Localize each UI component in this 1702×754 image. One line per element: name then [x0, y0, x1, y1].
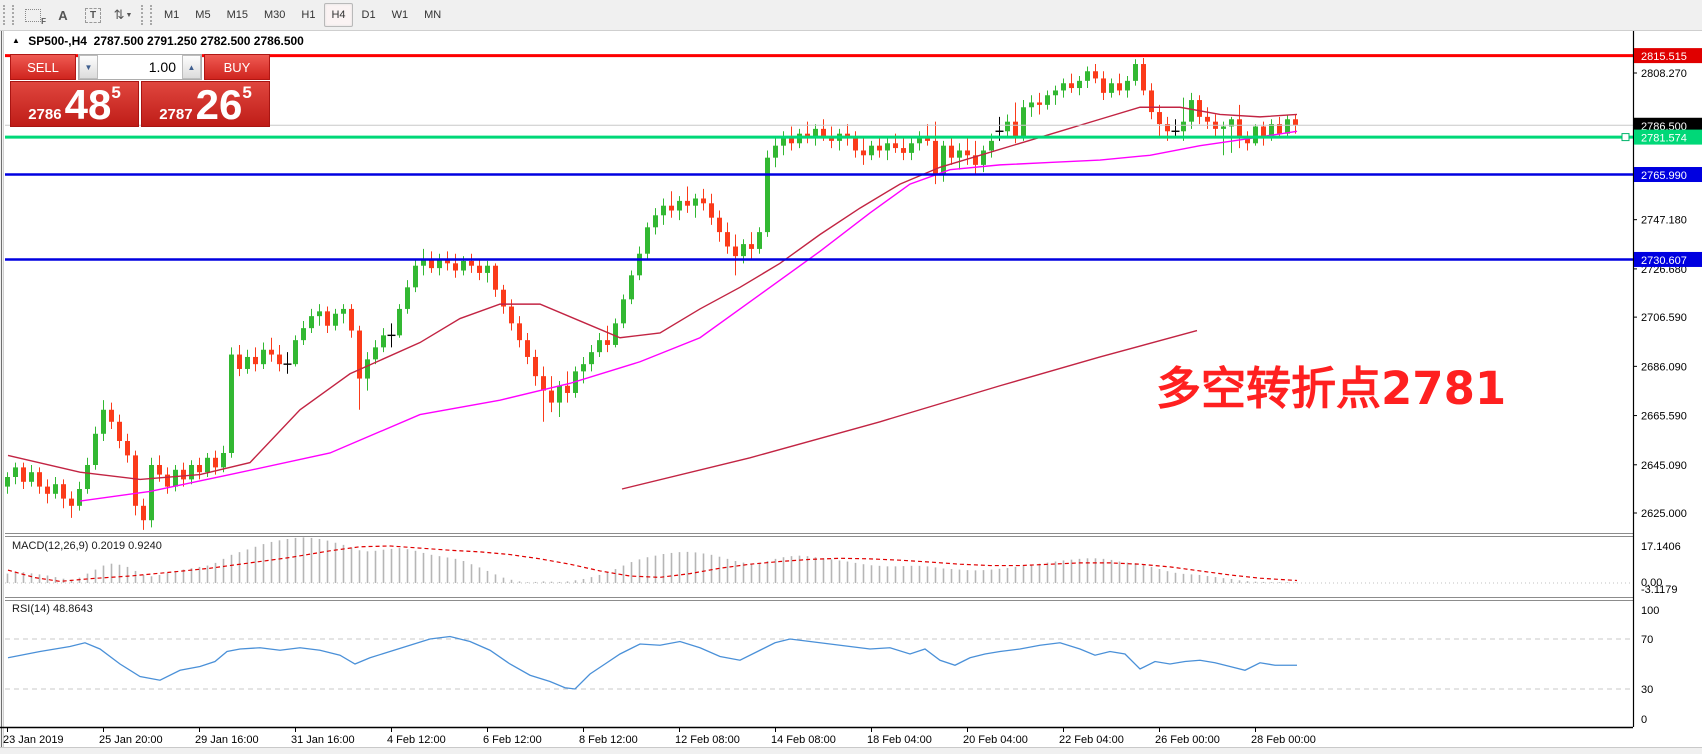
tab-timeframe-M30[interactable]: M30 [263, 9, 286, 21]
price-badge-label: 2730.607 [1641, 255, 1687, 267]
price-tick-label: 2645.090 [1641, 460, 1687, 472]
tab-timeframe-M1[interactable]: M1 [164, 9, 180, 21]
buy-price-display[interactable]: 2787 26 5 [141, 81, 270, 127]
price-tick-label: 2665.590 [1641, 411, 1687, 423]
indicator-scale-label: 100 [1641, 605, 1659, 617]
tab-timeframe-M5[interactable]: M5 [195, 9, 211, 21]
arrows-tool-icon[interactable]: ⇅ ▼ [113, 7, 133, 22]
chart-grid-icon[interactable]: F [19, 3, 47, 27]
date-label: 14 Feb 08:00 [771, 734, 836, 746]
rsi-panel [5, 635, 1633, 690]
date-label: 4 Feb 12:00 [387, 734, 446, 746]
timeframe-group: M1 M5 M15 M30 H1 H4 D1 W1 MN [156, 3, 449, 27]
one-click-trading-panel: SELL ▼ ▲ BUY 2786 48 5 2787 26 5 [10, 54, 270, 127]
date-label: 31 Jan 16:00 [291, 734, 355, 746]
ma-long-crimson [621, 329, 1198, 490]
macd-histogram [6, 537, 1297, 583]
tab-timeframe-M15[interactable]: M15 [226, 9, 248, 21]
macd-signal-line [7, 545, 1298, 582]
tab-timeframe-W1[interactable]: W1 [391, 9, 409, 21]
price-badge-label: 2815.515 [1641, 51, 1687, 63]
tab-timeframe-D1[interactable]: D1 [361, 9, 376, 21]
price-badge [1634, 251, 1702, 267]
indicator-scale-label: 0.00 [1641, 577, 1662, 589]
date-label: 23 Jan 2019 [3, 734, 64, 746]
price-tick-label: 2706.590 [1641, 312, 1687, 324]
date-label: 6 Feb 12:00 [483, 734, 542, 746]
date-label: 12 Feb 08:00 [675, 734, 740, 746]
volume-stepper: ▼ ▲ [78, 54, 202, 80]
price-badge [1634, 48, 1702, 64]
ma-fast-red [7, 106, 1298, 481]
date-label: 26 Feb 00:00 [1155, 734, 1220, 746]
toolbar-grip[interactable] [3, 5, 14, 25]
indicator-scale-label: 70 [1641, 634, 1653, 646]
price-tick-label: 2747.180 [1641, 215, 1687, 227]
price-badge-label: 2781.574 [1641, 133, 1687, 145]
chart-title: ▲ SP500-,H4 2787.500 2791.250 2782.500 2… [12, 34, 304, 48]
tab-timeframe-MN[interactable]: MN [424, 9, 442, 21]
tab-timeframe-H1[interactable]: H1 [301, 9, 316, 21]
sell-button[interactable]: SELL [10, 54, 76, 80]
price-badge [1634, 167, 1702, 183]
text-tool-icon[interactable]: T [79, 3, 107, 27]
sell-price-small: 2786 [28, 106, 62, 123]
panel-borders [0, 30, 1702, 754]
date-label: 18 Feb 04:00 [867, 734, 932, 746]
price-panel [5, 54, 1633, 530]
date-label: 8 Feb 12:00 [579, 734, 638, 746]
date-label: 25 Jan 20:00 [99, 734, 163, 746]
triangle-icon: ▲ [12, 36, 20, 45]
macd-label: MACD(12,26,9) 0.2019 0.9240 [12, 540, 162, 552]
sell-price-sup: 5 [111, 83, 121, 102]
indicator-scale-label: -3.1179 [1641, 584, 1678, 596]
price-badge [1634, 129, 1702, 145]
rsi-label: RSI(14) 48.8643 [12, 603, 93, 615]
buy-price-small: 2787 [159, 106, 193, 123]
text-label-icon[interactable]: A [58, 7, 68, 23]
volume-input[interactable] [98, 55, 182, 79]
ohlc-values: 2787.500 2791.250 2782.500 2786.500 [93, 34, 304, 48]
sell-price-display[interactable]: 2786 48 5 [10, 81, 139, 127]
ma-slow-magenta [79, 130, 1298, 502]
indicator-scale-label: 17.1406 [1641, 541, 1681, 553]
buy-button[interactable]: BUY [204, 54, 270, 80]
price-badge-label: 2765.990 [1641, 170, 1687, 182]
price-axis: 2808.2702767.6802747.1802726.6802706.590… [1634, 48, 1702, 726]
indicator-scale-label: 30 [1641, 684, 1653, 696]
date-label: 29 Jan 16:00 [195, 734, 259, 746]
tab-timeframe-H4[interactable]: H4 [324, 3, 353, 27]
symbol-period: SP500-,H4 [28, 34, 87, 48]
chevron-down-icon: ▼ [125, 11, 133, 19]
buy-price-big: 26 [195, 80, 243, 128]
volume-decrease-button[interactable]: ▼ [79, 55, 98, 79]
pivot-annotation-text[interactable]: 多空转折点2781 [1156, 362, 1507, 415]
line-selection-handle[interactable] [1621, 133, 1630, 142]
buy-price-sup: 5 [242, 83, 252, 102]
rsi-line [7, 635, 1297, 690]
macd-panel [5, 537, 1633, 584]
toolbar-grip[interactable] [141, 5, 152, 25]
price-tick-label: 2686.090 [1641, 361, 1687, 373]
price-tick-label: 2625.000 [1641, 508, 1687, 520]
price-tick-label: 2808.270 [1641, 68, 1687, 80]
time-axis: 23 Jan 2019 25 Jan 20:00 29 Jan 16:00 31 Ja… [3, 727, 1316, 746]
date-label: 20 Feb 04:00 [963, 734, 1028, 746]
top-toolbar: F A T ⇅ ▼ M1 M5 M15 M30 H1 H4 D1 W1 MN [0, 0, 1702, 31]
indicator-scale-label: 0 [1641, 714, 1647, 726]
date-label: 22 Feb 04:00 [1059, 734, 1124, 746]
volume-increase-button[interactable]: ▲ [182, 55, 201, 79]
price-badge [1634, 117, 1702, 133]
date-label: 28 Feb 00:00 [1251, 734, 1316, 746]
sell-price-big: 48 [64, 80, 112, 128]
